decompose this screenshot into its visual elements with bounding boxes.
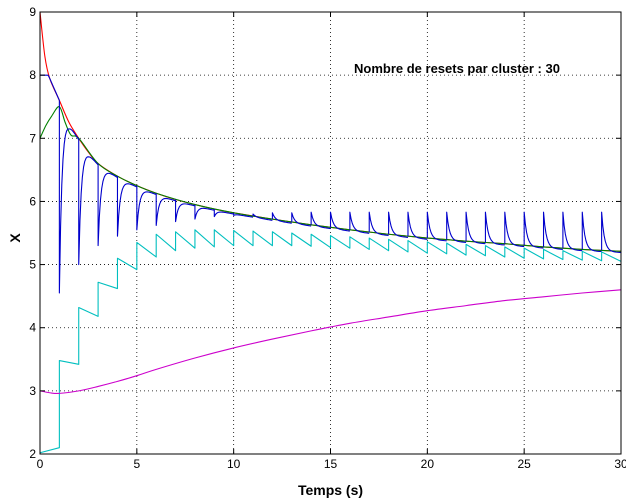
- x-tick-label: 5: [133, 457, 140, 471]
- series-line-5: [39, 289, 622, 395]
- series-line-4: [39, 229, 622, 454]
- series-line-3: [40, 74, 622, 294]
- y-tick-label: 6: [29, 194, 36, 208]
- y-tick-label: 5: [29, 258, 36, 272]
- y-tick-label: 8: [29, 68, 36, 82]
- y-tick-label: 4: [29, 321, 36, 335]
- chart-annotation: Nombre de resets par cluster : 30: [354, 61, 560, 76]
- x-tick-label: 25: [517, 457, 531, 471]
- x-tick-label: 20: [421, 457, 435, 471]
- x-tick-label: 0: [37, 457, 44, 471]
- y-tick-label: 9: [29, 5, 36, 19]
- x-tick-label: 10: [227, 457, 241, 471]
- x-axis-label: Temps (s): [298, 482, 363, 498]
- y-tick-label: 3: [29, 384, 36, 398]
- series-group: [39, 11, 622, 454]
- y-tick-label: 2: [29, 447, 36, 461]
- ticks: 0 5 10 15 20 25 30 2 3 4 5 6 7 8 9: [29, 5, 626, 471]
- x-tick-label: 15: [324, 457, 338, 471]
- x-tick-label: 30: [614, 457, 626, 471]
- y-tick-label: 7: [29, 131, 36, 145]
- y-axis-label: X: [7, 233, 23, 243]
